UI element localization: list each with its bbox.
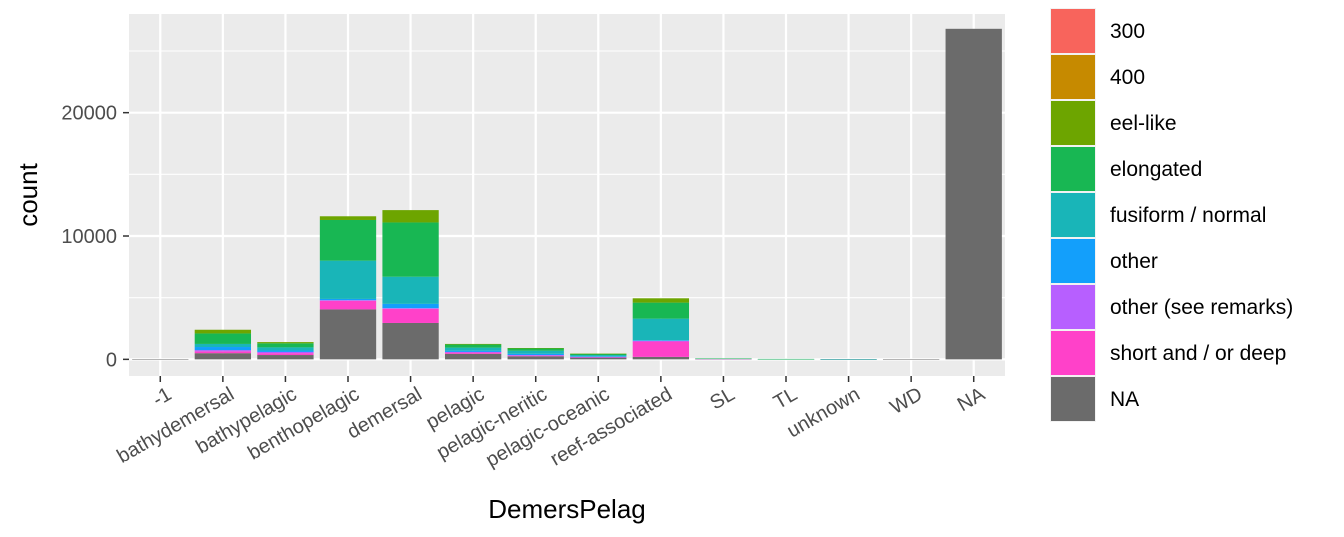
bar-segment: [695, 358, 752, 359]
legend-label: short and / or deep: [1110, 342, 1286, 365]
bar-segment: [632, 341, 690, 357]
bar-segment: [257, 355, 314, 360]
bar-segment: [257, 353, 314, 356]
bar-segment: [444, 343, 502, 345]
bar-segment: [632, 298, 690, 303]
bar-segment: [319, 309, 377, 360]
legend-label: elongated: [1110, 158, 1202, 181]
bar-segment: [632, 340, 690, 342]
bar-segment: [757, 358, 815, 360]
bar-segment: [570, 353, 627, 355]
bar-segment: [570, 355, 627, 357]
bar-segment: [632, 356, 690, 360]
legend-swatch: [1051, 55, 1095, 99]
bar-segment: [507, 350, 564, 354]
bar-segment: [632, 340, 690, 341]
bar-segment: [507, 355, 564, 357]
bar-segment: [382, 308, 439, 323]
bar-segment: [507, 348, 564, 351]
bar-segment: [382, 303, 439, 309]
bar-segment: [257, 347, 314, 351]
legend-swatch: [1051, 331, 1095, 375]
x-tick-label: WD: [886, 383, 926, 419]
bar-segment: [570, 357, 627, 358]
legend-label: other (see remarks): [1110, 296, 1293, 319]
legend-swatch: [1051, 239, 1095, 283]
bar-segment: [257, 350, 314, 352]
legend-swatch: [1051, 193, 1095, 237]
bar-segment: [444, 347, 502, 351]
x-tick-label: -1: [149, 383, 175, 411]
y-axis-title: count: [13, 162, 43, 226]
legend-label: fusiform / normal: [1110, 204, 1266, 227]
bar-segment: [444, 352, 502, 354]
x-tick-label: unknown: [783, 383, 863, 442]
y-tick-label: 20000: [61, 103, 117, 125]
bar-segment: [444, 353, 502, 360]
bar-segment: [820, 359, 877, 360]
y-axis-ticks: 0 10000 20000: [61, 103, 129, 371]
bar-segment: [382, 308, 439, 309]
legend-swatch: [1051, 101, 1095, 145]
legend-label: eel-like: [1110, 112, 1177, 135]
bar-segment: [507, 353, 564, 356]
bar-segment: [194, 353, 252, 360]
bar-segment: [444, 350, 502, 352]
legend-swatch: [1051, 147, 1095, 191]
bar-segment: [632, 318, 690, 341]
bar-segment: [319, 219, 377, 261]
bar-segment: [945, 28, 1002, 360]
bar-segment: [507, 355, 564, 356]
bar-segment: [444, 344, 502, 348]
bar-segment: [570, 353, 627, 356]
x-tick-label: NA: [954, 383, 990, 416]
bar-segment: [132, 359, 189, 360]
bar-segment: [257, 342, 314, 344]
bar-segment: [382, 276, 439, 304]
legend-label: 400: [1110, 66, 1145, 89]
x-tick-label: TL: [770, 383, 801, 414]
bar-segment: [194, 350, 252, 352]
bar-segment: [382, 322, 439, 360]
bar-segment: [319, 300, 377, 310]
bar-segment: [882, 359, 940, 360]
bar-segment: [319, 300, 377, 301]
bar-segment: [382, 210, 439, 223]
legend-label: other: [1110, 250, 1158, 273]
x-tick-label: SL: [706, 383, 738, 414]
bar-segment: [382, 222, 439, 277]
bar-segment: [570, 357, 627, 360]
y-tick-label: 10000: [61, 226, 117, 248]
y-tick-label: 0: [106, 349, 117, 371]
bar-segment: [570, 356, 627, 357]
bar-segment: [319, 260, 377, 299]
bar-segment: [194, 347, 252, 351]
legend-swatch: [1051, 377, 1095, 421]
bar-segment: [319, 298, 377, 301]
x-axis-ticks: -1bathydemersalbathypelagicbenthopelagic…: [113, 376, 989, 472]
bar-segment: [257, 351, 314, 354]
bar-segment: [257, 343, 314, 348]
legend: 300 400 eel-like elongated fusiform / normal…: [1050, 8, 1293, 422]
grid-lines: [129, 14, 1005, 376]
x-axis-title: DemersPelag: [488, 494, 646, 524]
legend-label: 300: [1110, 20, 1145, 43]
bar-segment: [444, 351, 502, 353]
bar-segment: [319, 216, 377, 220]
bar-segment: [507, 348, 564, 349]
panel-background: [129, 14, 1005, 376]
legend-label: NA: [1110, 388, 1139, 411]
bar-segment: [194, 343, 252, 348]
legend-swatch: [1051, 285, 1095, 329]
bar-segment: [194, 351, 252, 354]
bar-segment: [570, 356, 627, 358]
bar-segment: [194, 329, 252, 334]
bar-segment: [194, 333, 252, 344]
legend-swatch: [1051, 9, 1095, 53]
bar-segment: [507, 356, 564, 360]
bar-segment: [632, 302, 690, 319]
bars: [132, 28, 1002, 360]
